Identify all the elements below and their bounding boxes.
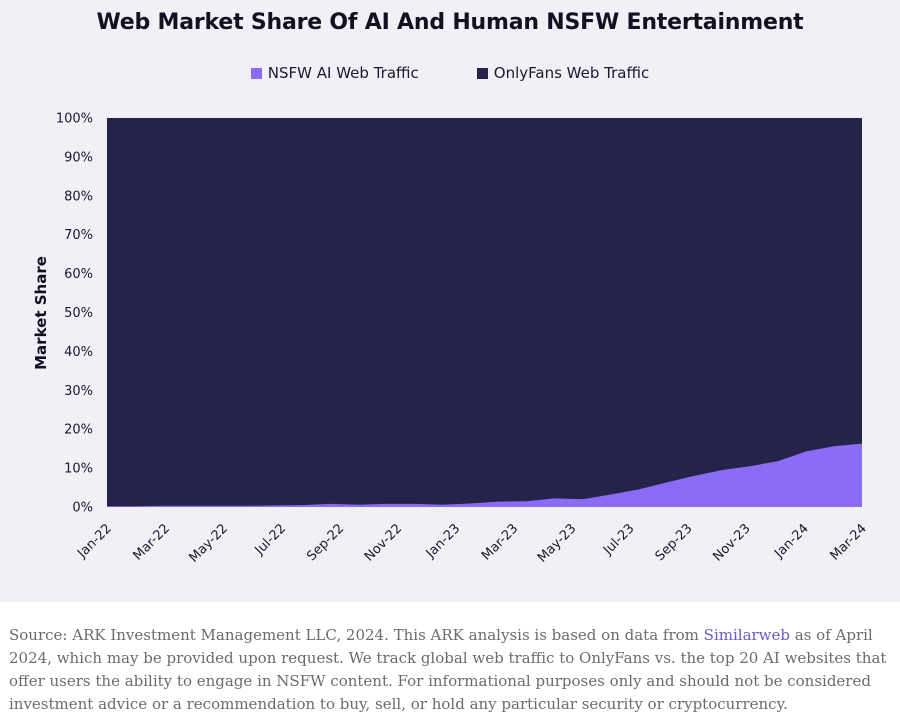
y-tick-label: 10% bbox=[64, 462, 93, 477]
x-tick-label: Jan-24 bbox=[771, 521, 812, 562]
area-nsfw-ai bbox=[107, 443, 862, 507]
legend-item-onlyfans: OnlyFans Web Traffic bbox=[476, 64, 650, 82]
x-axis-ticks: Jan-22 Mar-22 May-22 Jul-22 Sep-22 Nov-22 Jan-… bbox=[74, 521, 870, 565]
y-tick-label: 70% bbox=[64, 228, 93, 243]
y-tick-label: 90% bbox=[64, 150, 93, 165]
x-tick-label: Jul-23 bbox=[600, 521, 637, 558]
chart-panel: Web Market Share Of AI And Human NSFW En… bbox=[0, 0, 900, 602]
legend-item-ai: NSFW AI Web Traffic bbox=[250, 64, 419, 82]
legend-label-onlyfans: OnlyFans Web Traffic bbox=[493, 64, 650, 82]
x-tick-label: Mar-24 bbox=[827, 521, 869, 563]
y-tick-label: 20% bbox=[64, 423, 93, 438]
source-text-start: Source: ARK Investment Management LLC, 2… bbox=[9, 626, 704, 644]
x-tick-label: Jul-22 bbox=[252, 521, 289, 558]
y-tick-label: 60% bbox=[64, 267, 93, 282]
x-tick-label: Mar-23 bbox=[479, 521, 521, 563]
chart-plot-area: 0% 10% 20% 30% 40% 50% 60% 70% 80% 90% 100% Jan-22… bbox=[32, 112, 870, 566]
y-tick-label: 30% bbox=[64, 384, 93, 399]
y-tick-label: 0% bbox=[72, 501, 93, 516]
x-tick-label: Sep-23 bbox=[653, 521, 696, 564]
chart-title: Web Market Share Of AI And Human NSFW En… bbox=[96, 10, 804, 35]
legend: NSFW AI Web Traffic OnlyFans Web Traffic bbox=[0, 64, 900, 82]
y-axis-ticks: 0% 10% 20% 30% 40% 50% 60% 70% 80% 90% 100% bbox=[56, 112, 93, 516]
area-onlyfans bbox=[107, 118, 862, 507]
source-text-end: as of April 2024, which may be provided … bbox=[9, 626, 887, 713]
x-tick-label: Sep-22 bbox=[304, 521, 347, 564]
x-tick-label: Mar-22 bbox=[131, 521, 173, 563]
source-note: Source: ARK Investment Management LLC, 2… bbox=[9, 624, 893, 716]
legend-swatch-onlyfans bbox=[476, 67, 488, 79]
y-axis-label: Market Share bbox=[32, 256, 50, 370]
similarweb-link[interactable]: Similarweb bbox=[703, 626, 790, 644]
x-tick-label: May-22 bbox=[187, 521, 231, 565]
x-tick-label: Nov-23 bbox=[710, 521, 753, 564]
x-tick-label: May-23 bbox=[535, 521, 579, 565]
y-tick-label: 50% bbox=[64, 306, 93, 321]
y-tick-label: 100% bbox=[56, 112, 93, 127]
legend-label-ai: NSFW AI Web Traffic bbox=[267, 64, 419, 82]
legend-swatch-ai bbox=[250, 67, 262, 79]
y-tick-label: 40% bbox=[64, 345, 93, 360]
x-tick-label: Nov-22 bbox=[362, 521, 405, 564]
x-tick-label: Jan-23 bbox=[423, 521, 464, 562]
x-tick-label: Jan-22 bbox=[74, 521, 115, 562]
y-tick-label: 80% bbox=[64, 189, 93, 204]
